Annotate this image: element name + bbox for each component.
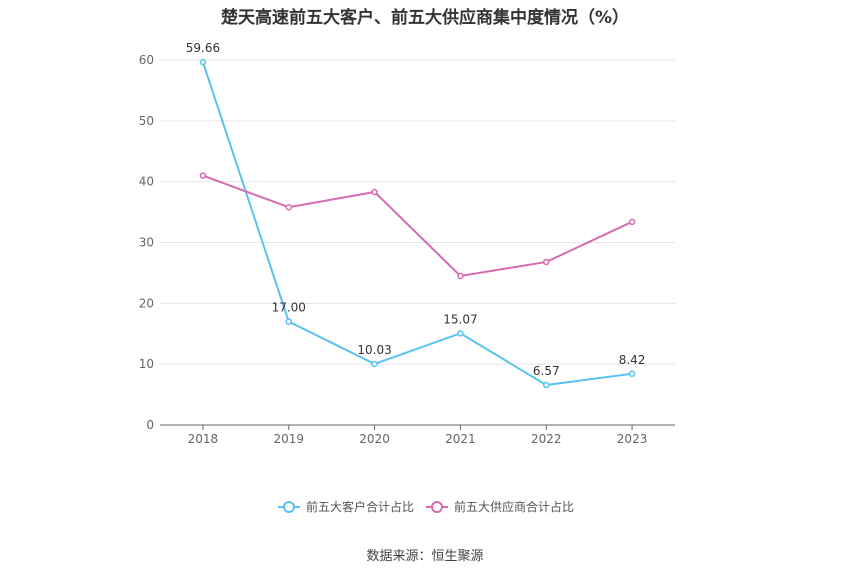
data-label: 17.00 xyxy=(272,301,306,315)
data-point xyxy=(457,330,464,337)
data-point xyxy=(199,172,207,179)
y-tick-label: 10 xyxy=(139,357,154,371)
legend-label: 前五大客户合计占比 xyxy=(306,499,414,514)
x-tick-label: 2022 xyxy=(531,432,562,446)
grid-lines xyxy=(160,59,675,365)
data-point xyxy=(371,360,378,368)
x-tick-label: 2018 xyxy=(188,432,219,446)
data-point xyxy=(628,370,636,378)
x-tick-label: 2023 xyxy=(617,432,648,446)
data-label: 8.42 xyxy=(619,353,646,367)
data-point xyxy=(199,58,207,66)
data-label: 15.07 xyxy=(443,312,477,326)
series-line xyxy=(202,174,633,278)
source-note: 数据来源：恒生聚源 xyxy=(366,549,484,564)
data-label: 6.57 xyxy=(533,364,560,378)
axes: 0 10 20 30 40 50 60 2018 2019 2020 2021 2022 2023 xyxy=(139,53,675,446)
y-tick-label: 30 xyxy=(139,236,154,250)
data-point xyxy=(543,258,550,266)
y-tick-label: 20 xyxy=(139,296,154,310)
data-point xyxy=(371,188,378,196)
y-tick-label: 40 xyxy=(139,175,154,189)
data-point xyxy=(628,218,636,226)
legend-label: 前五大供应商合计占比 xyxy=(454,499,574,514)
legend: 前五大客户合计占比 前五大供应商合计占比 xyxy=(278,499,574,514)
data-point xyxy=(457,272,464,280)
chart-title: 楚天高速前五大客户、前五大供应商集中度情况（%） xyxy=(220,8,630,28)
series-line xyxy=(201,61,633,387)
data-labels: 59.66 17.00 10.03 15.07 6.57 8.42 xyxy=(186,41,646,378)
data-label: 59.66 xyxy=(186,41,220,55)
x-tick-label: 2020 xyxy=(359,432,390,446)
data-point xyxy=(285,318,292,325)
series xyxy=(199,58,636,389)
data-point xyxy=(285,203,292,211)
y-tick-label: 0 xyxy=(146,418,154,432)
y-tick-label: 50 xyxy=(139,114,154,128)
data-label: 10.03 xyxy=(357,343,391,357)
y-tick-label: 60 xyxy=(139,53,154,67)
x-tick-label: 2019 xyxy=(273,432,304,446)
legend-marker xyxy=(431,501,443,513)
legend-marker xyxy=(283,501,295,513)
x-tick-label: 2021 xyxy=(445,432,476,446)
data-point xyxy=(543,381,550,389)
